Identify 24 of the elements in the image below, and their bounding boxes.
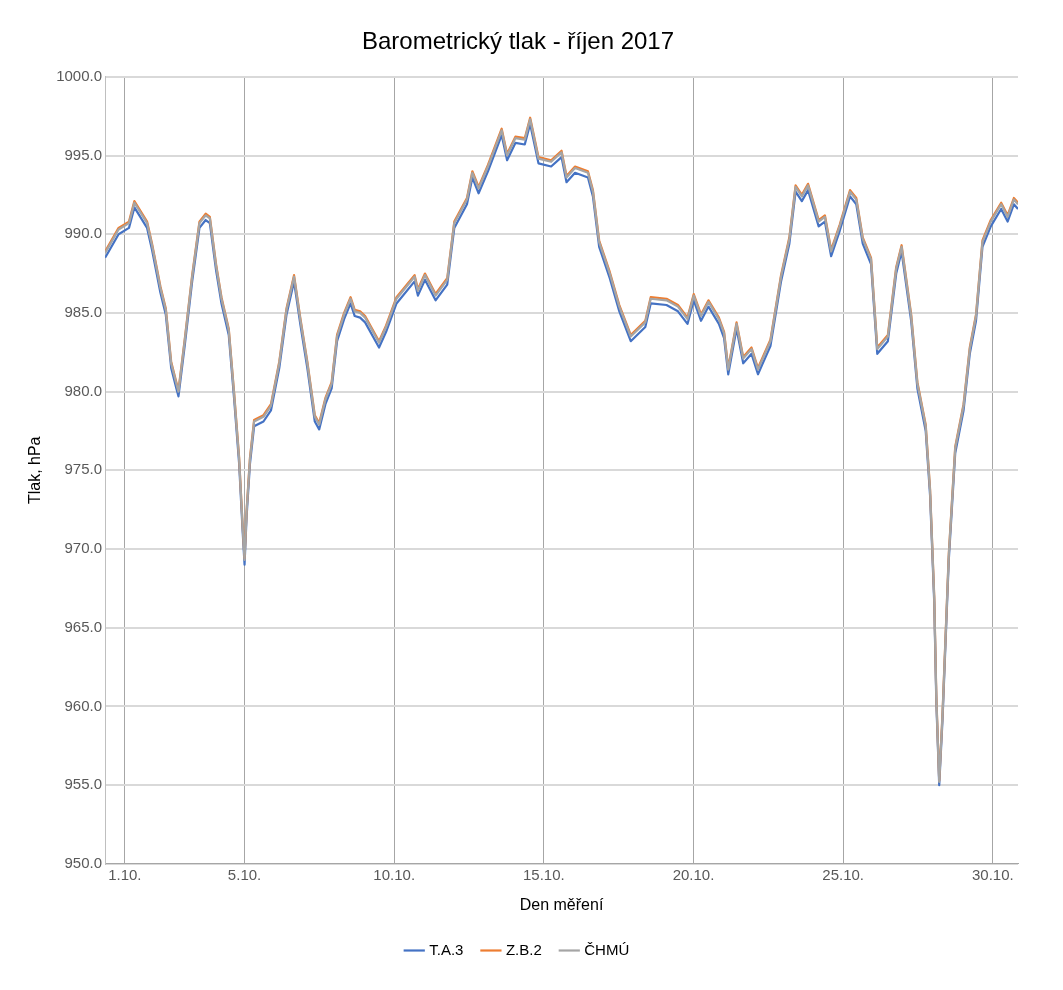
x-tick-label: 1.10. <box>108 865 142 883</box>
x-tick-label: 5.10. <box>227 865 262 883</box>
y-axis-title: Tlak, hPa <box>26 436 44 505</box>
y-tick-label: 975.0 <box>64 460 103 478</box>
chart-title: Barometrický tlak - říjen 2017 <box>361 27 675 55</box>
x-tick-label: 20.10. <box>672 865 715 883</box>
legend-label: ČHMÚ <box>584 940 630 958</box>
x-tick-label: 25.10. <box>822 865 865 883</box>
y-tick-label: 950.0 <box>64 853 103 871</box>
x-axis-title: Den měření <box>519 895 604 913</box>
y-tick-label: 980.0 <box>64 381 103 399</box>
y-tick-label: 960.0 <box>64 696 103 714</box>
y-tick-label: 995.0 <box>64 145 103 163</box>
legend-label: T.A.3 <box>429 940 464 958</box>
y-tick-label: 965.0 <box>64 617 103 635</box>
y-tick-label: 1000.0 <box>56 66 103 84</box>
x-tick-label: 10.10. <box>373 865 416 883</box>
y-tick-label: 990.0 <box>64 224 103 242</box>
legend-label: Z.B.2 <box>505 940 542 958</box>
y-tick-label: 985.0 <box>64 303 103 321</box>
y-tick-label: 970.0 <box>64 539 103 557</box>
x-tick-label: 30.10. <box>971 865 1014 883</box>
y-tick-label: 955.0 <box>64 775 103 793</box>
x-tick-label: 15.10. <box>523 865 565 883</box>
